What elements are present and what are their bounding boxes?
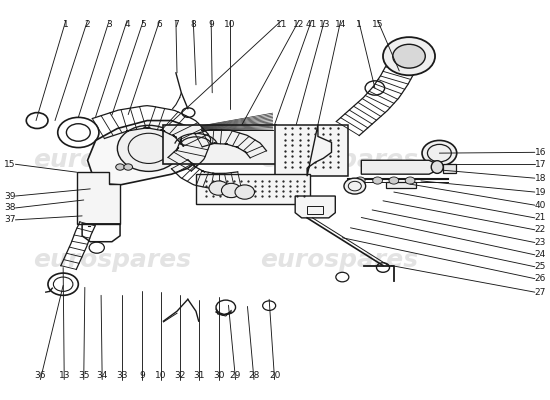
Text: 21: 21 [535, 213, 546, 222]
Circle shape [117, 125, 180, 171]
Text: 10: 10 [224, 20, 236, 30]
Text: 41: 41 [306, 20, 317, 30]
Text: 13: 13 [58, 370, 70, 380]
Polygon shape [361, 160, 437, 174]
Text: 1: 1 [63, 20, 69, 30]
Text: 6: 6 [157, 20, 162, 30]
Text: 14: 14 [335, 20, 346, 30]
Text: 27: 27 [535, 288, 546, 297]
Text: 30: 30 [213, 370, 225, 380]
Text: 28: 28 [248, 370, 260, 380]
Ellipse shape [431, 161, 443, 173]
Text: 15: 15 [372, 20, 383, 30]
Polygon shape [87, 120, 204, 185]
Text: 38: 38 [4, 204, 15, 212]
Text: 33: 33 [116, 370, 128, 380]
Bar [163, 124, 276, 164]
Text: 22: 22 [535, 225, 546, 234]
Text: 4: 4 [124, 20, 130, 30]
Text: 23: 23 [535, 238, 546, 247]
Circle shape [383, 37, 435, 75]
Circle shape [422, 140, 456, 166]
Text: eurospares: eurospares [33, 248, 191, 272]
Polygon shape [386, 182, 416, 188]
Text: 18: 18 [535, 174, 546, 183]
Polygon shape [295, 196, 336, 218]
Circle shape [373, 177, 382, 184]
Text: 39: 39 [4, 192, 15, 200]
Polygon shape [307, 124, 332, 176]
Bar [196, 174, 310, 204]
Text: 1: 1 [356, 20, 361, 30]
Text: 12: 12 [293, 20, 305, 30]
Text: 9: 9 [208, 20, 214, 30]
Text: 40: 40 [535, 201, 546, 210]
Text: 36: 36 [35, 370, 46, 380]
Polygon shape [76, 172, 120, 224]
Text: 25: 25 [535, 262, 546, 271]
Text: 35: 35 [78, 370, 90, 380]
Circle shape [393, 44, 425, 68]
Circle shape [355, 177, 365, 184]
Text: 24: 24 [535, 250, 546, 259]
Text: 37: 37 [4, 215, 15, 224]
Circle shape [222, 183, 241, 198]
Text: 7: 7 [173, 20, 179, 30]
Circle shape [235, 185, 255, 199]
Text: 2: 2 [85, 20, 90, 30]
Text: eurospares: eurospares [33, 148, 191, 172]
Text: 20: 20 [269, 370, 280, 380]
Text: 19: 19 [535, 188, 546, 196]
Text: 26: 26 [535, 274, 546, 283]
Text: eurospares: eurospares [261, 248, 419, 272]
Circle shape [389, 177, 399, 184]
Text: 8: 8 [190, 20, 196, 30]
Circle shape [116, 164, 124, 170]
Bar [307, 206, 323, 214]
Circle shape [344, 178, 366, 194]
Text: 34: 34 [96, 370, 108, 380]
Text: 29: 29 [230, 370, 241, 380]
Text: 17: 17 [535, 160, 546, 169]
Text: 16: 16 [535, 148, 546, 157]
Text: 5: 5 [140, 20, 146, 30]
Text: 11: 11 [276, 20, 287, 30]
Circle shape [209, 181, 228, 195]
Text: 13: 13 [318, 20, 330, 30]
Text: 15: 15 [4, 160, 15, 169]
Circle shape [124, 164, 133, 170]
Bar [274, 124, 348, 176]
Text: 10: 10 [155, 370, 167, 380]
Text: 9: 9 [139, 370, 145, 380]
Text: 31: 31 [193, 370, 205, 380]
Text: 3: 3 [106, 20, 112, 30]
Text: 32: 32 [174, 370, 185, 380]
Circle shape [405, 177, 415, 184]
Polygon shape [443, 164, 456, 173]
Text: eurospares: eurospares [261, 148, 419, 172]
